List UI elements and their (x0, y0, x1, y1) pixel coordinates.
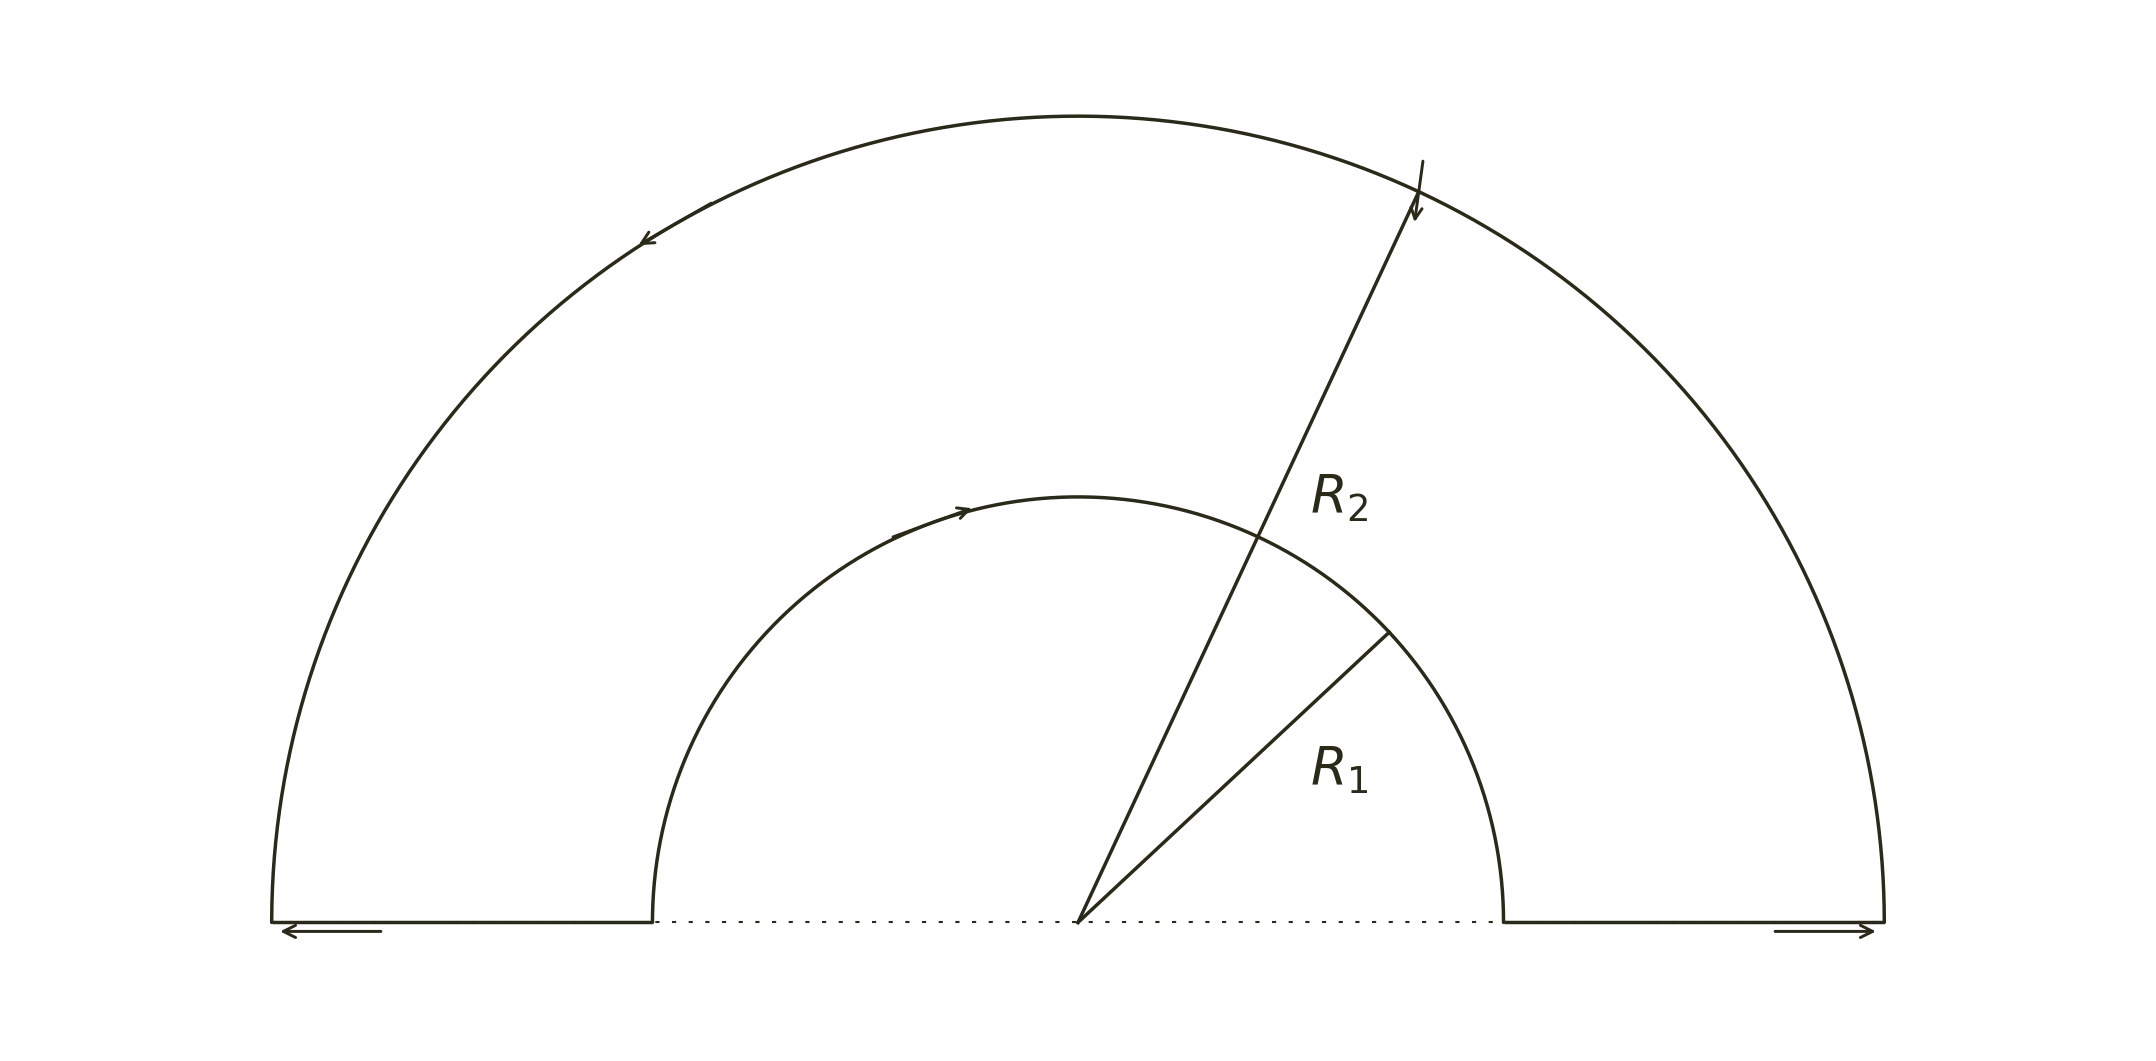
Text: $R_2$: $R_2$ (1311, 472, 1369, 524)
Text: $R_1$: $R_1$ (1309, 745, 1369, 797)
